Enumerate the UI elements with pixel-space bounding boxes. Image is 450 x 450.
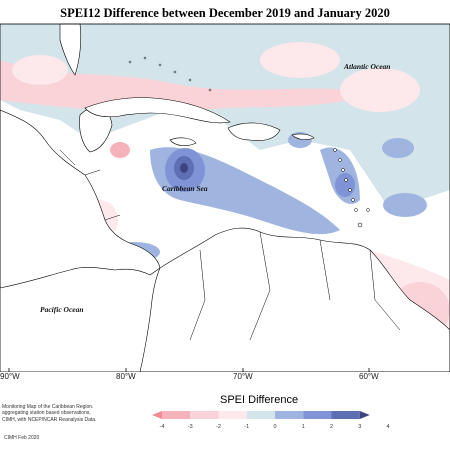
lon-label-60w: 60°W [359,372,379,381]
legend-extend-left [152,411,162,419]
description-line: aggregating station based observations, [2,410,91,417]
lon-label-90w: 90°W [0,372,20,381]
land-puerto-rico [291,133,315,140]
base-light-blue [0,24,450,210]
map-description: Monitoring Map of the Caribbean Region. … [2,404,112,423]
land-central-america [0,109,161,289]
land-hispaniola [227,122,281,141]
blue-patch-east [382,138,414,158]
pink-patch-west2 [110,142,130,158]
land-jamaica [169,137,197,146]
legend-extend-right [359,411,370,419]
legend-title: SPEI Difference [220,394,299,406]
spei-map [0,23,450,372]
lesser-antilles-islands [128,56,370,228]
legend-tick-label: 2 [329,424,334,430]
lon-label-80w: 80°W [116,372,136,381]
darkest-core-caribbean [180,163,188,173]
land-cuba [84,97,231,124]
atlantic-ocean-label: Atlantic Ocean [344,62,391,71]
pink-patch-center [260,42,340,78]
legend-tick-label: 0 [273,424,277,430]
blue-patch-se [383,193,427,217]
country-borders [59,149,401,341]
lon-label-70w: 70°W [233,372,253,381]
pink-patch-ne [340,68,420,112]
legend-tick-label: -4 [159,424,165,430]
land-florida [59,23,82,76]
longitude-ticks [8,368,370,372]
legend-swatch [162,411,191,419]
description-line: Monitoring Map of the Caribbean Region. [2,404,94,410]
pink-patch-nw [12,55,68,85]
legend-swatch [190,411,219,419]
legend-tick-label: -1 [244,424,250,430]
caribbean-sea-label: Caribbean Sea [162,184,208,193]
pink-band-north [0,60,350,112]
description-line: CIMH, with NCEP/NCAR Reanalysis Data. [2,416,97,423]
land-south-america [139,227,450,372]
legend-swatch [331,411,360,419]
blue-patch-antilles [335,173,355,197]
legend-tick-label: 3 [358,424,362,430]
legend-colorbar [152,411,370,419]
legend-tick-label: -3 [187,424,193,430]
legend-tick-label: 1 [301,424,305,430]
credit-text: CIMH Feb 2020 [4,435,40,441]
legend-swatch [218,411,247,419]
legend-tick-label: 4 [386,424,390,430]
legend-swatch [275,411,304,419]
legend-swatch [246,411,275,419]
map-title: SPEI12 Difference between December 2019 … [60,6,390,20]
legend-swatch [303,411,332,419]
legend-tick-label: -2 [216,424,221,430]
pacific-ocean-label: Pacific Ocean [40,305,84,314]
